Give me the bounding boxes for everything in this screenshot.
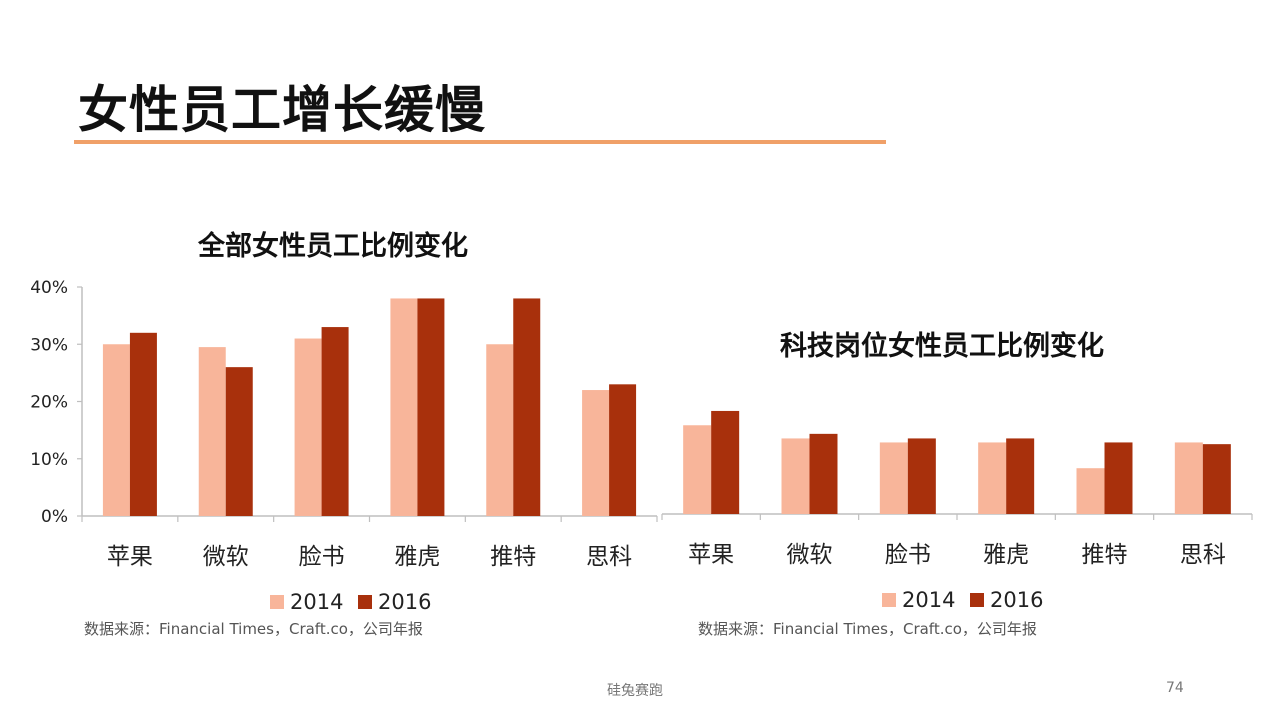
chart2-legend-label-2016: 2016 bbox=[990, 588, 1043, 612]
chart2-legend-swatch-2014 bbox=[882, 593, 896, 607]
chart1-bar-2014-4 bbox=[486, 344, 514, 516]
chart2-bar-2016-5 bbox=[1202, 444, 1231, 514]
chart1-source-note: 数据来源：Financial Times，Craft.co，公司年报 bbox=[84, 620, 423, 638]
title-underline bbox=[74, 140, 886, 144]
chart1-bar-2014-1 bbox=[198, 347, 226, 516]
chart1-y-tick-label: 30% bbox=[30, 335, 68, 355]
chart1-bar-2016-3 bbox=[417, 298, 445, 516]
chart1-bar-2016-4 bbox=[513, 298, 541, 516]
chart1-legend-swatch-2014 bbox=[270, 595, 284, 609]
chart1-y-tick-label: 20% bbox=[30, 393, 68, 413]
chart1-category-label: 苹果 bbox=[107, 544, 153, 570]
chart1-bar-2016-1 bbox=[225, 367, 253, 516]
chart2-category-label: 雅虎 bbox=[983, 542, 1029, 568]
chart1-legend-label-2014: 2014 bbox=[290, 590, 343, 614]
chart2-category-label: 思科 bbox=[1180, 542, 1226, 568]
chart2-bar-2016-0 bbox=[711, 410, 740, 514]
slide-title: 女性员工增长缓慢 bbox=[78, 81, 486, 139]
chart2-bar-2014-4 bbox=[1076, 468, 1105, 514]
chart2-category-label: 苹果 bbox=[688, 542, 734, 568]
chart1-legend-swatch-2016 bbox=[358, 595, 372, 609]
chart1-category-label: 推特 bbox=[490, 544, 536, 570]
chart2-bar-2016-3 bbox=[1006, 438, 1035, 514]
chart2-bar-2014-5 bbox=[1174, 442, 1203, 514]
chart2-source-note: 数据来源：Financial Times，Craft.co，公司年报 bbox=[698, 620, 1037, 638]
chart2-title: 科技岗位女性员工比例变化 bbox=[780, 331, 1104, 362]
chart1-y-tick-label: 10% bbox=[30, 450, 68, 470]
chart1-category-label: 微软 bbox=[203, 544, 249, 570]
chart1-title: 全部女性员工比例变化 bbox=[198, 231, 468, 262]
chart1-category-label: 雅虎 bbox=[394, 544, 440, 570]
chart1-y-tick-label: 40% bbox=[30, 278, 68, 298]
chart2-bar-2014-3 bbox=[978, 442, 1007, 514]
chart2-category-label: 推特 bbox=[1082, 542, 1128, 568]
chart1-category-label: 思科 bbox=[586, 544, 632, 570]
chart2-legend-label-2014: 2014 bbox=[902, 588, 955, 612]
chart2-category-label: 脸书 bbox=[885, 542, 931, 568]
footer-brand: 硅兔赛跑 bbox=[607, 683, 663, 699]
chart2-legend-swatch-2016 bbox=[970, 593, 984, 607]
chart1-category-label: 脸书 bbox=[299, 544, 345, 570]
chart2-bar-2014-2 bbox=[879, 442, 908, 514]
chart2-bar-2016-4 bbox=[1104, 442, 1133, 514]
chart1-y-tick-label: 0% bbox=[41, 507, 68, 527]
chart1-bar-2014-2 bbox=[294, 338, 322, 516]
chart1-bar-2016-2 bbox=[321, 327, 349, 516]
chart1-bar-2014-3 bbox=[390, 298, 418, 516]
page-number: 74 bbox=[1166, 680, 1184, 696]
chart1-legend-label-2016: 2016 bbox=[378, 590, 431, 614]
chart2-bar-2014-1 bbox=[781, 438, 810, 514]
chart2-bar-2016-1 bbox=[809, 433, 838, 514]
chart2-category-label: 微软 bbox=[787, 542, 833, 568]
chart1-bar-2014-5 bbox=[582, 390, 610, 516]
chart1-bar-2014-0 bbox=[102, 344, 130, 516]
chart1-bar-2016-5 bbox=[609, 384, 637, 516]
chart2-bar-2014-0 bbox=[683, 425, 712, 514]
chart1-bar-2016-0 bbox=[129, 332, 157, 516]
chart2-bar-2016-2 bbox=[907, 438, 936, 514]
